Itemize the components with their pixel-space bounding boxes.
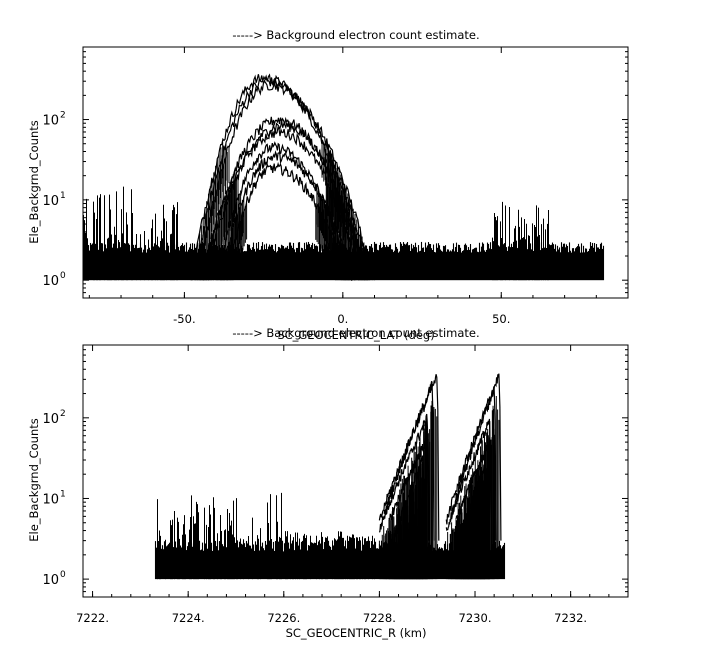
series-line <box>450 387 497 541</box>
y-tick-label: 10 <box>42 412 59 427</box>
plot-area <box>154 373 506 580</box>
y-tick-label: 10 <box>42 114 59 129</box>
y-tick-label: 10 <box>42 492 59 507</box>
series-line <box>199 125 363 281</box>
y-tick-exponent: 1 <box>60 191 66 201</box>
x-axis: -50. 0. 50. <box>88 47 629 326</box>
x-tick-label: -50. <box>173 312 195 326</box>
x-tick-label: 7228. <box>363 611 396 625</box>
series-line <box>460 462 488 541</box>
x-axis: 7222. 7224. 7226. 7228. 7230. 7232. <box>76 345 629 625</box>
x-tick-label: 7224. <box>172 611 205 625</box>
y-tick-exponent: 1 <box>60 489 66 499</box>
panel-radius: -----> Background electron count estimat… <box>27 326 629 640</box>
x-tick-label: 7230. <box>459 611 492 625</box>
series-line <box>378 413 430 541</box>
y-tick-label: 10 <box>42 194 59 209</box>
chart-title: -----> Background electron count estimat… <box>232 28 479 42</box>
series-line <box>225 161 350 281</box>
panel-latitude: -----> Background electron count estimat… <box>27 28 629 342</box>
y-axis-label: Ele_Backgrnd_Counts <box>27 120 41 244</box>
y-tick-label: 10 <box>42 274 59 289</box>
y-axis-label: Ele_Backgrnd_Counts <box>27 418 41 542</box>
x-axis-label: SC_GEOCENTRIC_R (km) <box>286 626 427 640</box>
plot-frame <box>82 344 629 598</box>
x-tick-label: 7232. <box>554 611 587 625</box>
series-line <box>445 418 492 541</box>
series-line <box>388 434 430 541</box>
series-line <box>455 437 492 541</box>
y-tick-exponent: 0 <box>60 271 66 281</box>
x-axis-label: SC_GEOCENTRIC_LAT (deg) <box>277 328 434 342</box>
x-tick-label: 7222. <box>76 611 109 625</box>
y-tick-label: 10 <box>42 573 59 588</box>
y-tick-exponent: 2 <box>60 409 66 419</box>
chart-title: -----> Background electron count estimat… <box>232 326 479 340</box>
series-line <box>196 80 376 281</box>
x-tick-label: 7226. <box>267 611 300 625</box>
x-tick-label: 50. <box>492 312 510 326</box>
series-line <box>218 150 357 281</box>
y-tick-exponent: 2 <box>60 111 66 121</box>
plot-area <box>82 73 605 281</box>
y-tick-exponent: 0 <box>60 570 66 580</box>
x-tick-label: 0. <box>337 312 348 326</box>
plot-frame <box>82 46 629 299</box>
series-line <box>393 455 425 546</box>
